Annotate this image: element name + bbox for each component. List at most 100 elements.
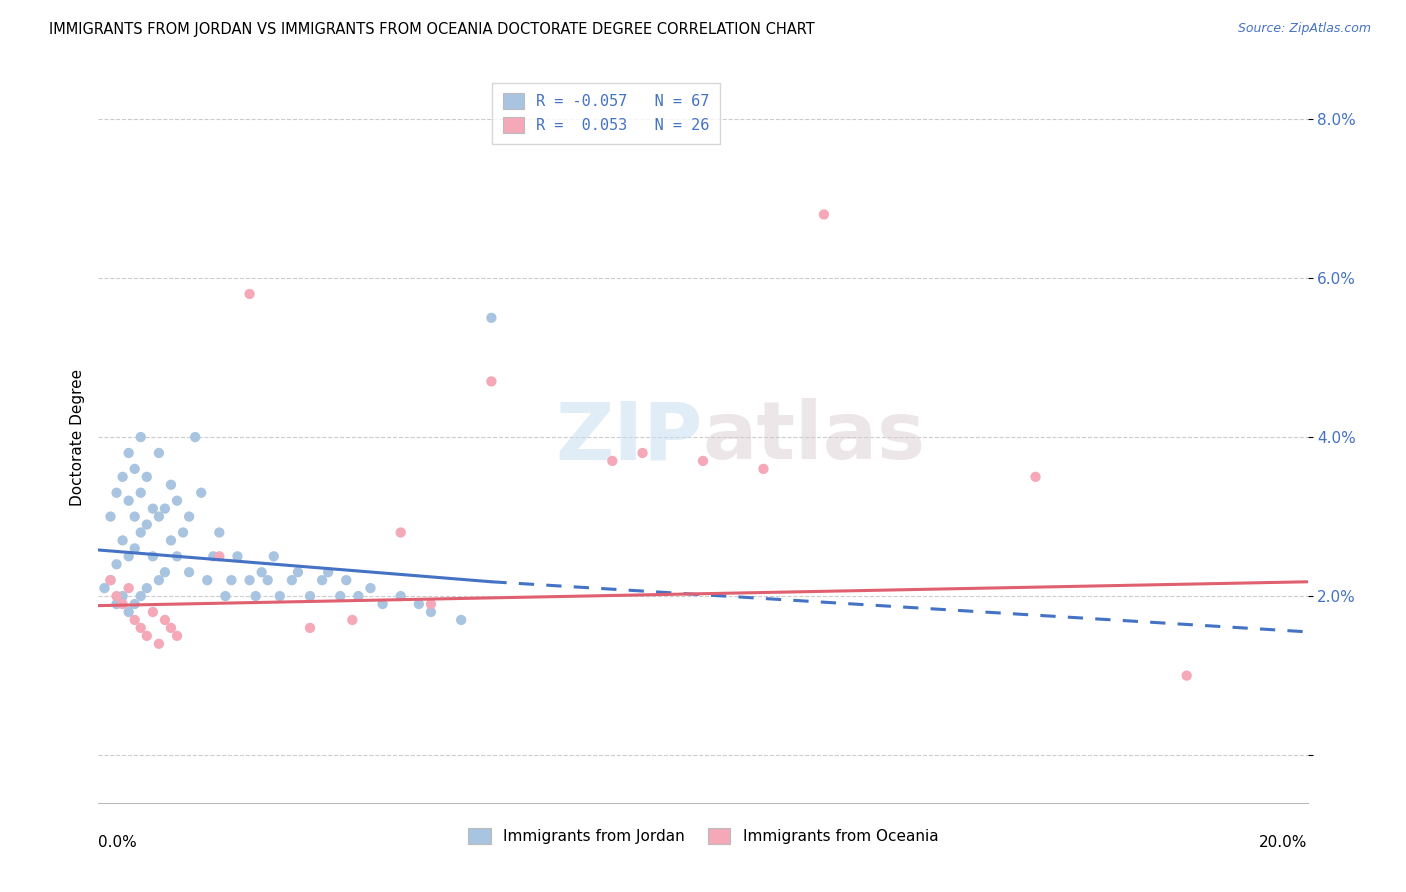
Point — [481, 375, 503, 389]
Point — [263, 549, 285, 564]
Point — [347, 589, 370, 603]
Point — [100, 573, 122, 587]
Point — [100, 573, 122, 587]
Point — [190, 485, 212, 500]
Text: ZIP: ZIP — [555, 398, 703, 476]
Point — [148, 637, 170, 651]
Point — [124, 509, 146, 524]
Point — [100, 509, 122, 524]
Point — [166, 549, 188, 564]
Point — [208, 525, 231, 540]
Point — [299, 589, 322, 603]
Point — [153, 501, 176, 516]
Point — [129, 589, 152, 603]
Point — [142, 501, 165, 516]
Point — [214, 589, 236, 603]
Point — [135, 517, 157, 532]
Point — [481, 310, 503, 325]
Point — [335, 573, 357, 587]
Point — [153, 566, 176, 580]
Point — [111, 533, 134, 548]
Point — [239, 287, 262, 301]
Text: 20.0%: 20.0% — [1260, 835, 1308, 849]
Point — [148, 509, 170, 524]
Legend: Immigrants from Jordan, Immigrants from Oceania: Immigrants from Jordan, Immigrants from … — [461, 822, 945, 850]
Point — [118, 446, 141, 460]
Point — [93, 581, 115, 595]
Point — [142, 605, 165, 619]
Point — [202, 549, 225, 564]
Point — [135, 629, 157, 643]
Point — [239, 573, 262, 587]
Point — [118, 581, 141, 595]
Point — [124, 541, 146, 556]
Point — [129, 430, 152, 444]
Point — [118, 493, 141, 508]
Point — [389, 589, 412, 603]
Point — [221, 573, 243, 587]
Point — [250, 566, 273, 580]
Point — [342, 613, 364, 627]
Point — [420, 597, 443, 611]
Y-axis label: Doctorate Degree: Doctorate Degree — [69, 368, 84, 506]
Point — [281, 573, 304, 587]
Point — [166, 629, 188, 643]
Text: atlas: atlas — [703, 398, 927, 476]
Point — [129, 485, 152, 500]
Point — [111, 470, 134, 484]
Point — [245, 589, 267, 603]
Point — [692, 454, 714, 468]
Point — [602, 454, 624, 468]
Point — [172, 525, 194, 540]
Point — [124, 597, 146, 611]
Point — [389, 525, 412, 540]
Point — [118, 605, 141, 619]
Point — [408, 597, 430, 611]
Point — [1175, 668, 1198, 682]
Text: 0.0%: 0.0% — [98, 835, 138, 849]
Point — [752, 462, 775, 476]
Point — [124, 462, 146, 476]
Point — [226, 549, 249, 564]
Point — [287, 566, 309, 580]
Point — [179, 509, 201, 524]
Point — [129, 621, 152, 635]
Point — [316, 566, 339, 580]
Point — [124, 613, 146, 627]
Point — [420, 605, 443, 619]
Point — [105, 589, 128, 603]
Point — [813, 207, 835, 221]
Point — [153, 613, 176, 627]
Point — [1024, 470, 1046, 484]
Point — [105, 558, 128, 572]
Point — [160, 621, 183, 635]
Point — [160, 533, 183, 548]
Point — [142, 549, 165, 564]
Point — [195, 573, 218, 587]
Point — [450, 613, 472, 627]
Point — [135, 581, 157, 595]
Point — [135, 470, 157, 484]
Point — [148, 446, 170, 460]
Point — [105, 485, 128, 500]
Point — [111, 597, 134, 611]
Point — [129, 525, 152, 540]
Point — [360, 581, 382, 595]
Point — [311, 573, 333, 587]
Point — [208, 549, 231, 564]
Text: Source: ZipAtlas.com: Source: ZipAtlas.com — [1237, 22, 1371, 36]
Point — [371, 597, 394, 611]
Point — [329, 589, 352, 603]
Point — [299, 621, 322, 635]
Text: IMMIGRANTS FROM JORDAN VS IMMIGRANTS FROM OCEANIA DOCTORATE DEGREE CORRELATION C: IMMIGRANTS FROM JORDAN VS IMMIGRANTS FRO… — [49, 22, 815, 37]
Point — [631, 446, 654, 460]
Point — [111, 589, 134, 603]
Point — [105, 597, 128, 611]
Point — [256, 573, 278, 587]
Point — [118, 549, 141, 564]
Point — [184, 430, 207, 444]
Point — [148, 573, 170, 587]
Point — [269, 589, 291, 603]
Point — [160, 477, 183, 491]
Point — [179, 566, 201, 580]
